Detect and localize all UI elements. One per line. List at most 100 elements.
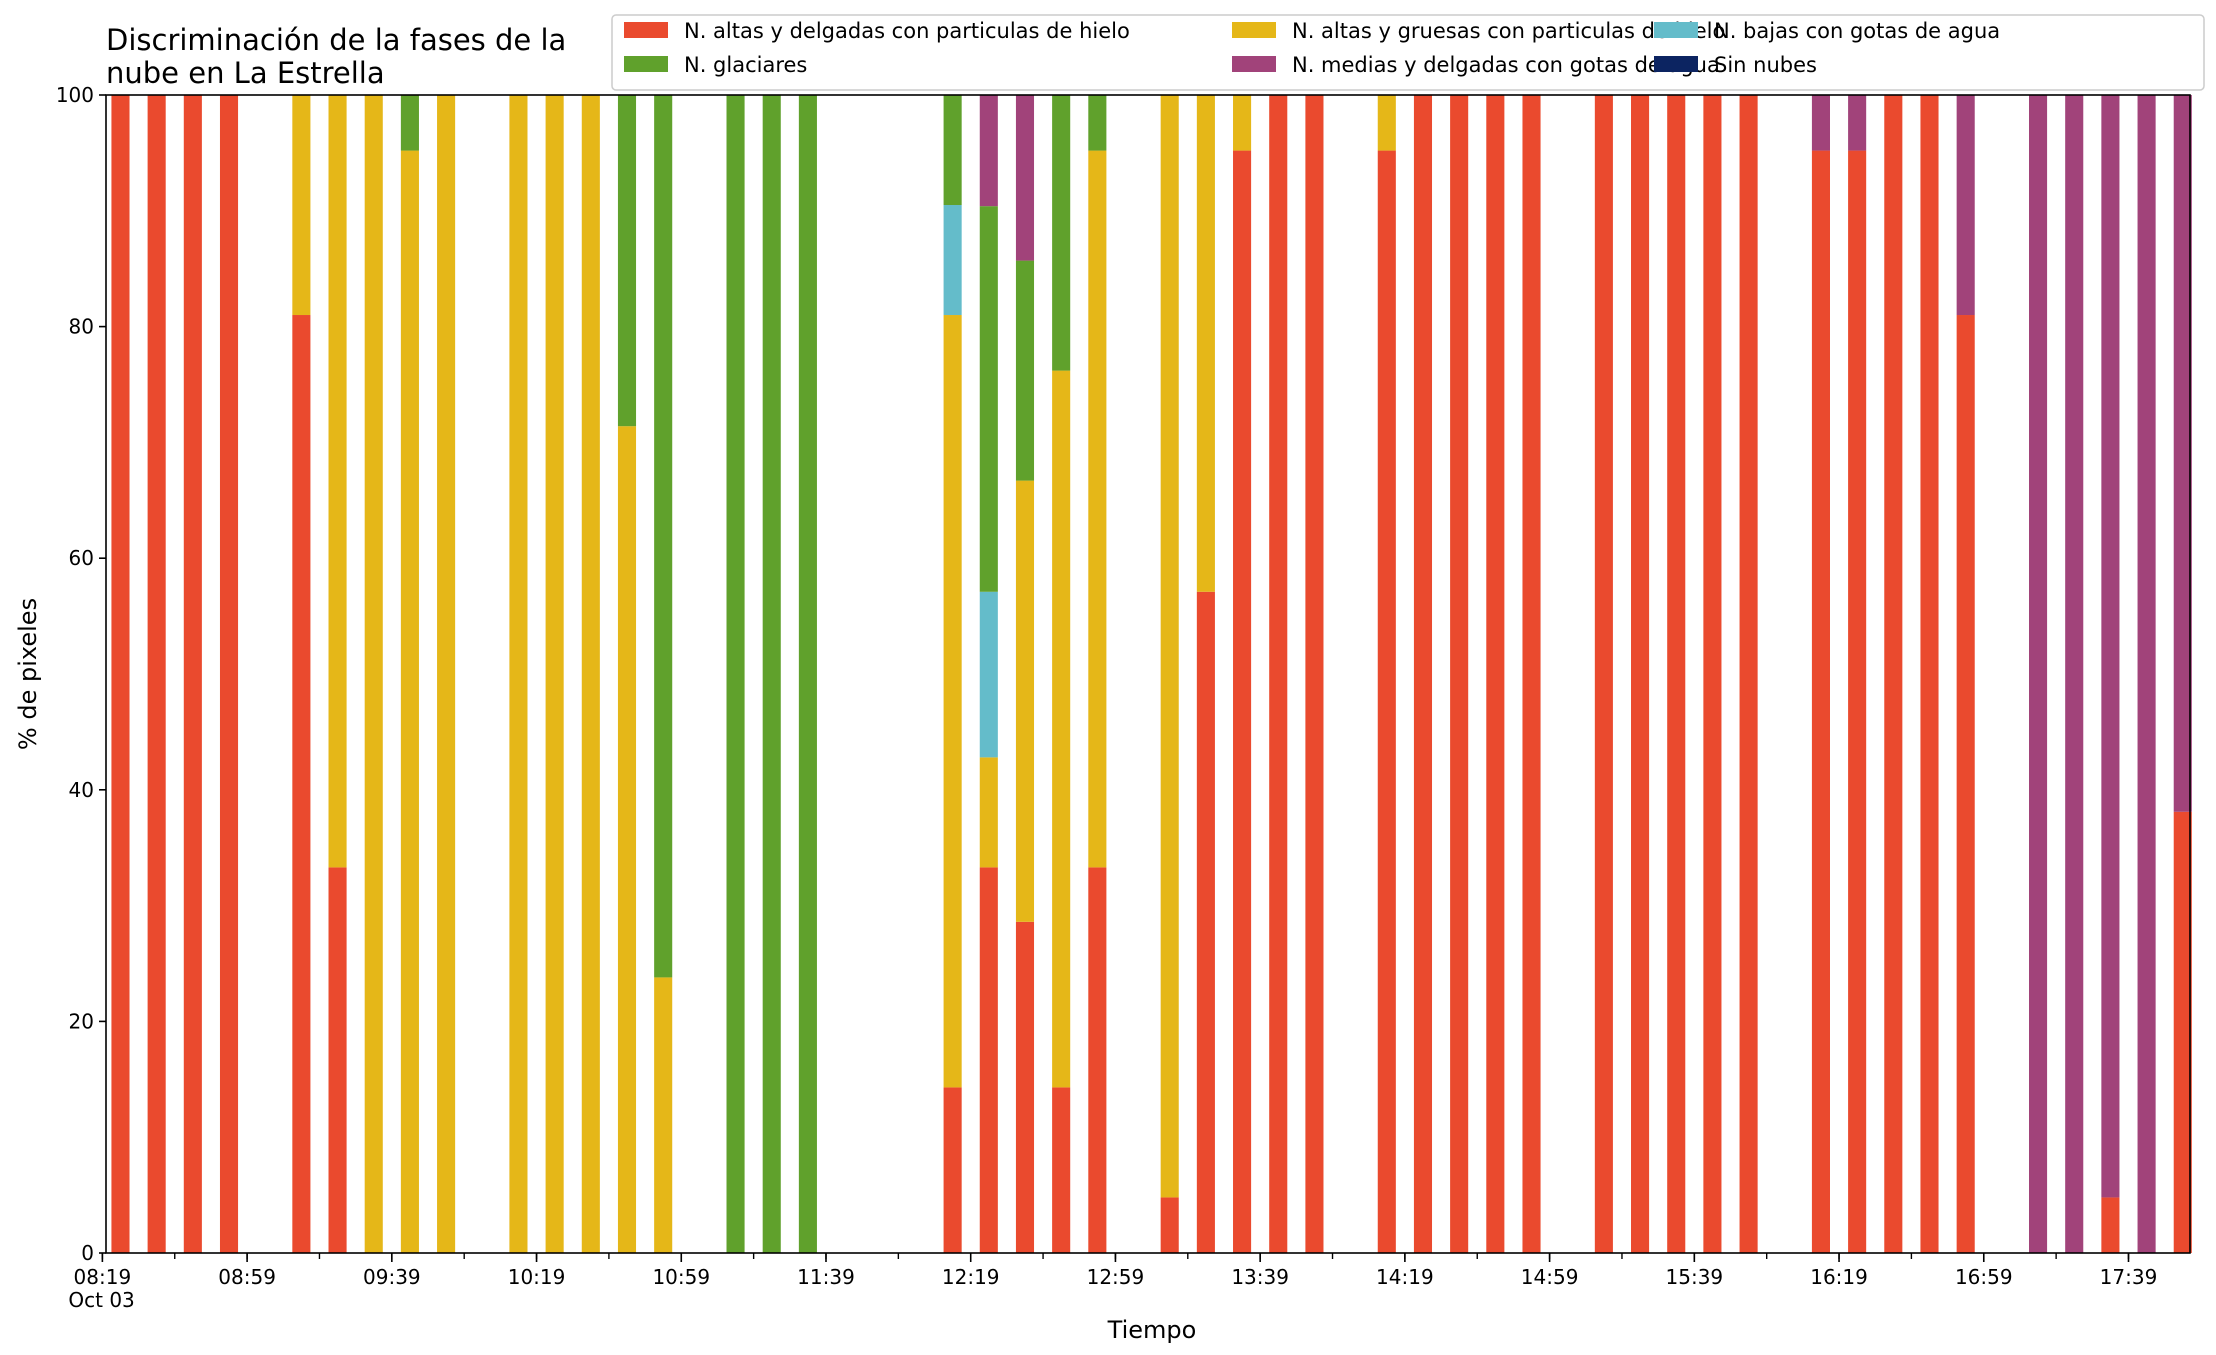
bar-segment: [979, 757, 998, 868]
legend-swatch: [1232, 56, 1276, 72]
bar-stack: [1160, 95, 1179, 1253]
x-axis-label: Tiempo: [1107, 1316, 1197, 1344]
bar-segment: [943, 205, 962, 316]
bar-stack: [1450, 95, 1469, 1253]
x-tick-label: 12:59: [1087, 1265, 1145, 1289]
bar-segment: [943, 95, 962, 206]
bar-stack: [1052, 95, 1071, 1253]
legend-item: N. bajas con gotas de agua: [1654, 19, 2000, 43]
bar-stack: [400, 95, 419, 1254]
bar-stack: [2065, 95, 2084, 1253]
bar-segment: [1377, 95, 1396, 151]
bar-segment: [2173, 95, 2192, 812]
bar-segment: [2101, 1197, 2120, 1253]
bar-segment: [654, 95, 673, 978]
y-tick-label: 60: [69, 546, 94, 570]
y-axis-label: % de pixeles: [14, 598, 42, 750]
x-tick-label: 14:19: [1376, 1265, 1434, 1289]
bar-segment: [617, 95, 637, 427]
bar-segment: [400, 95, 419, 151]
bar-segment: [2137, 95, 2156, 1253]
bar-stack: [1956, 95, 1975, 1253]
bar-stack: [2029, 95, 2048, 1253]
bar-stack: [943, 95, 962, 1253]
bar-segment: [1052, 95, 1071, 371]
legend-frame: [611, 14, 2205, 91]
bar-segment: [1486, 95, 1505, 1253]
bar-segment: [509, 95, 528, 1253]
bar-stack: [1486, 95, 1505, 1253]
y-tick-label: 0: [81, 1241, 94, 1265]
legend: N. altas y delgadas con particulas de hi…: [611, 14, 2205, 91]
bar-segment: [1269, 95, 1288, 1253]
bar-segment: [1305, 95, 1324, 1253]
bar-segment: [979, 206, 998, 592]
legend-label: N. medias y delgadas con gotas de agua: [1292, 53, 1720, 77]
bar-stack: [726, 95, 745, 1253]
bar-segment: [979, 95, 998, 207]
legend-swatch: [624, 56, 668, 72]
legend-swatch: [1232, 22, 1276, 38]
x-tick-label: 08:59: [218, 1265, 276, 1289]
bar-segment: [1196, 591, 1215, 1253]
legend-label: N. bajas con gotas de agua: [1714, 19, 2000, 43]
bar-segment: [1522, 95, 1541, 1253]
bar-stack: [1522, 95, 1541, 1253]
x-tick-label: 11:39: [797, 1265, 855, 1289]
bar-stack: [147, 95, 166, 1253]
bar-segment: [1848, 95, 1867, 151]
bar-stack: [1884, 95, 1903, 1253]
bar-segment: [1088, 150, 1107, 868]
bar-stack: [1015, 95, 1035, 1253]
bar-segment: [1052, 370, 1071, 1088]
legend-item: Sin nubes: [1654, 53, 1817, 77]
bar-segment: [1811, 150, 1830, 1254]
legend-item: N. altas y delgadas con particulas de hi…: [624, 19, 1130, 43]
x-tick-label: 15:39: [1666, 1265, 1724, 1289]
bar-segment: [328, 867, 347, 1253]
x-tick-label: 14:59: [1521, 1265, 1579, 1289]
x-tick-label: 10:59: [652, 1265, 710, 1289]
bar-segment: [1739, 95, 1758, 1253]
bar-stack: [979, 95, 998, 1253]
x-tick-label: Oct 03: [68, 1288, 134, 1312]
bar-stack: [545, 95, 564, 1253]
bar-segment: [1848, 150, 1867, 1254]
bar-stack: [1413, 95, 1433, 1253]
bar-stack: [1920, 95, 1939, 1253]
bar-segment: [1052, 1087, 1071, 1253]
bar-segment: [943, 1087, 962, 1253]
bar-stack: [1667, 95, 1686, 1253]
legend-label: N. altas y delgadas con particulas de hi…: [684, 19, 1130, 43]
bar-segment: [726, 95, 745, 1253]
bar-stack: [2173, 95, 2192, 1253]
bar-segment: [364, 95, 383, 1253]
bar-stack: [762, 95, 781, 1253]
bar-stack: [328, 95, 347, 1253]
bar-stack: [1631, 95, 1650, 1253]
bar-segment: [1956, 95, 1975, 316]
bar-segment: [1088, 95, 1107, 151]
bar-stack: [1594, 95, 1613, 1253]
legend-swatch: [624, 22, 668, 38]
bar-segment: [219, 95, 239, 1253]
legend-label: N. glaciares: [684, 53, 807, 77]
y-tick-label: 80: [69, 315, 94, 339]
bar-segment: [654, 977, 673, 1253]
bar-segment: [1956, 315, 1975, 1253]
bar-segment: [1160, 95, 1179, 1198]
legend-label: Sin nubes: [1714, 53, 1817, 77]
bar-stack: [219, 95, 239, 1253]
bar-stack: [1703, 95, 1722, 1253]
bar-segment: [437, 95, 456, 1253]
bar-stack: [2137, 95, 2156, 1253]
bar-stack: [111, 95, 130, 1253]
bar-stack: [183, 95, 202, 1253]
x-tick-label: 16:19: [1810, 1265, 1868, 1289]
bar-segment: [1015, 260, 1035, 481]
legend-item: N. altas y gruesas con particulas de hie…: [1232, 19, 1725, 43]
bar-segment: [328, 95, 347, 868]
bar-segment: [147, 95, 166, 1253]
